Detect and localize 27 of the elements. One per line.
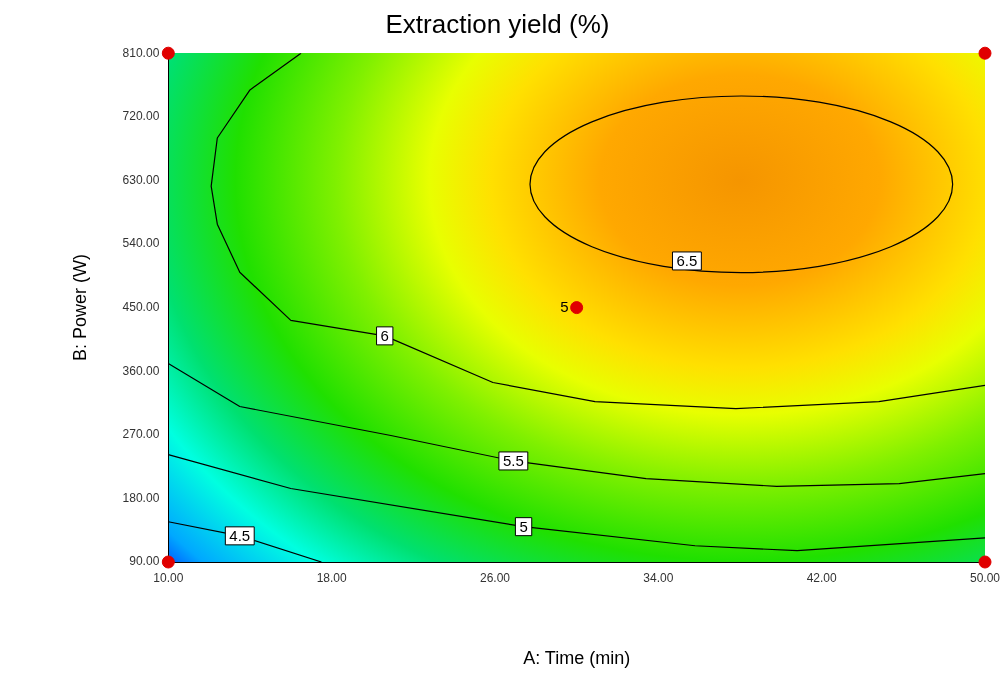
y-tick-label: 180.00 <box>122 490 160 505</box>
point <box>161 46 175 60</box>
point <box>978 46 992 60</box>
y-tick-label: 450.00 <box>122 299 160 314</box>
annotation: 5 <box>560 297 569 315</box>
y-tick-label: 540.00 <box>122 236 160 251</box>
annotation: 6 <box>380 327 389 345</box>
chart-title: Extraction yield (%) <box>385 8 610 39</box>
x-tick-label: 26.00 <box>479 570 511 585</box>
point <box>570 301 584 315</box>
annotation: 6.5 <box>676 252 698 270</box>
x-tick-label: 42.00 <box>806 570 837 585</box>
x-axis-title: A: Time (min) <box>523 648 631 669</box>
y-tick-label: 810.00 <box>122 45 160 60</box>
point <box>978 555 992 569</box>
x-tick-label: 10.00 <box>153 570 184 585</box>
x-tick-label: 18.00 <box>316 570 347 585</box>
y-tick-label: 360.00 <box>122 363 160 378</box>
annotation: 5 <box>519 517 528 535</box>
y-tick-label: 720.00 <box>122 109 160 124</box>
y-tick-label: 90.00 <box>129 554 160 569</box>
y-axis-title: B: Power (W) <box>69 254 90 362</box>
y-tick-label: 270.00 <box>122 427 160 442</box>
x-tick-label: 34.00 <box>643 570 674 585</box>
y-tick-label: 630.00 <box>122 172 160 187</box>
x-tick-label: 50.00 <box>969 570 1001 585</box>
point <box>161 555 175 569</box>
